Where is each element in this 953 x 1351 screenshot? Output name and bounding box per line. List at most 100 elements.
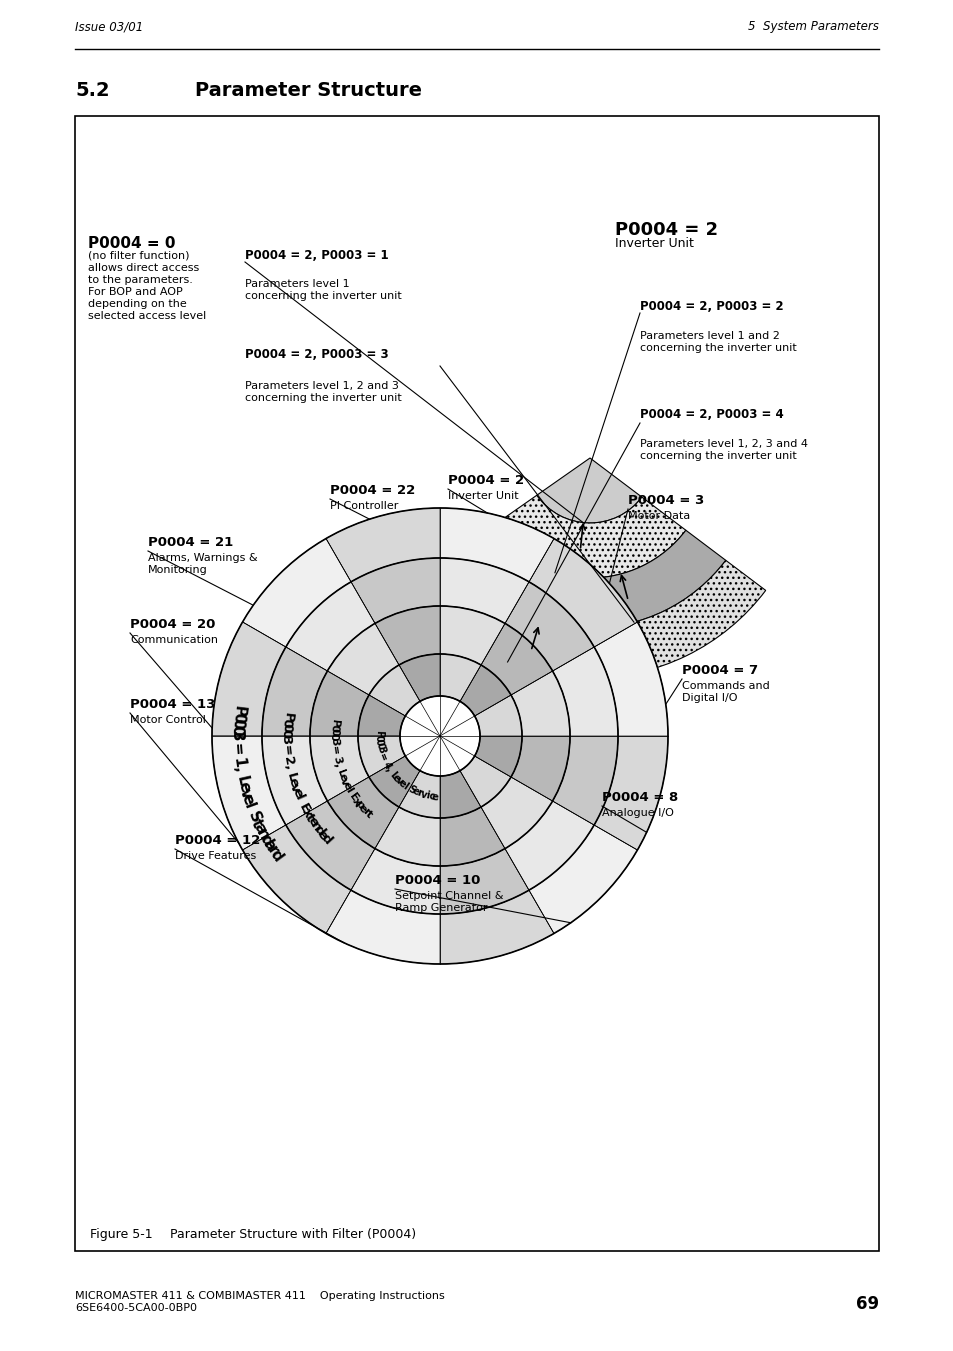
Wedge shape [286, 582, 375, 671]
Text: d: d [256, 831, 274, 848]
Wedge shape [398, 770, 439, 817]
Text: r: r [360, 807, 371, 817]
Text: P0004 = 3: P0004 = 3 [627, 494, 703, 507]
Wedge shape [439, 890, 554, 965]
Text: e: e [395, 778, 407, 789]
Text: t: t [302, 812, 316, 824]
Text: t: t [248, 816, 265, 830]
Text: 0: 0 [374, 738, 384, 746]
Wedge shape [439, 807, 504, 866]
Wedge shape [537, 458, 641, 523]
Wedge shape [375, 807, 439, 866]
Text: r: r [416, 788, 423, 798]
Wedge shape [286, 801, 375, 890]
Wedge shape [439, 770, 480, 817]
Wedge shape [310, 736, 369, 801]
Text: P0004 = 2, P0003 = 4: P0004 = 2, P0003 = 4 [639, 408, 783, 422]
Text: t: t [364, 809, 375, 820]
Wedge shape [410, 555, 765, 678]
Wedge shape [212, 621, 286, 736]
Text: a: a [251, 821, 268, 836]
Text: Figure 5-1: Figure 5-1 [90, 1228, 152, 1242]
Circle shape [399, 696, 479, 775]
Text: Parameter Structure: Parameter Structure [194, 81, 421, 100]
Text: r: r [264, 843, 280, 858]
Text: =: = [279, 744, 294, 757]
Text: d: d [311, 823, 327, 839]
Text: =: = [329, 746, 340, 757]
Text: 0: 0 [329, 728, 339, 736]
Wedge shape [552, 736, 618, 825]
Text: Commands and
Digital I/O: Commands and Digital I/O [681, 681, 769, 703]
Text: Motor Control: Motor Control [130, 715, 206, 725]
Text: 3: 3 [230, 731, 244, 742]
Text: v: v [236, 786, 253, 800]
Text: e: e [234, 781, 252, 794]
Wedge shape [369, 757, 419, 807]
Text: 5.2: 5.2 [75, 81, 110, 100]
Text: n: n [307, 819, 323, 835]
Text: 3: 3 [279, 735, 293, 744]
Text: Parameters level 1: Parameters level 1 [245, 280, 349, 289]
Text: 1: 1 [231, 757, 247, 769]
Text: n: n [253, 825, 272, 843]
Wedge shape [357, 736, 405, 777]
Wedge shape [475, 694, 521, 736]
Text: 0: 0 [329, 724, 339, 732]
Wedge shape [459, 665, 511, 716]
Wedge shape [529, 825, 637, 934]
Text: P0004 = 22: P0004 = 22 [330, 484, 415, 497]
Text: 0: 0 [230, 712, 246, 724]
Text: P: P [280, 712, 294, 723]
Text: selected access level: selected access level [88, 311, 206, 322]
Wedge shape [459, 757, 511, 807]
Text: P: P [329, 719, 340, 728]
Wedge shape [475, 736, 521, 777]
Wedge shape [375, 607, 439, 665]
Wedge shape [552, 647, 618, 736]
Text: depending on the: depending on the [88, 299, 187, 309]
Text: concerning the inverter unit: concerning the inverter unit [639, 343, 796, 353]
Text: S: S [406, 784, 417, 796]
Text: e: e [304, 815, 320, 830]
Text: Inverter Unit: Inverter Unit [448, 490, 518, 501]
Text: a: a [259, 838, 278, 854]
Text: P0004 = 2: P0004 = 2 [615, 222, 718, 239]
Text: v: v [393, 775, 404, 786]
Wedge shape [504, 801, 594, 890]
Text: P0004 = 21: P0004 = 21 [148, 536, 233, 549]
Text: P0004 = 7: P0004 = 7 [681, 663, 758, 677]
Text: e: e [336, 773, 348, 784]
Text: l: l [343, 786, 354, 794]
Text: P0004 = 2, P0003 = 2: P0004 = 2, P0003 = 2 [639, 300, 782, 313]
Text: Alarms, Warnings &
Monitoring: Alarms, Warnings & Monitoring [148, 553, 257, 574]
Wedge shape [491, 496, 685, 578]
Text: (no filter function): (no filter function) [88, 251, 190, 261]
Text: Setpoint Channel &
Ramp Generator: Setpoint Channel & Ramp Generator [395, 892, 503, 912]
Text: Issue 03/01: Issue 03/01 [75, 20, 143, 32]
Text: ,: , [383, 765, 394, 773]
Bar [75, 116, 878, 1251]
Wedge shape [242, 825, 351, 934]
Text: P: P [374, 730, 384, 738]
Text: e: e [289, 786, 304, 800]
Text: v: v [418, 789, 428, 800]
Wedge shape [480, 623, 552, 694]
Wedge shape [511, 736, 569, 801]
Text: allows direct access: allows direct access [88, 263, 199, 273]
Wedge shape [326, 508, 439, 582]
Text: 5  System Parameters: 5 System Parameters [747, 20, 878, 32]
Text: ,: , [232, 765, 247, 773]
Text: P0004 = 20: P0004 = 20 [130, 617, 215, 631]
Text: e: e [390, 773, 401, 784]
Text: x: x [350, 796, 362, 808]
Wedge shape [357, 694, 405, 736]
Text: concerning the inverter unit: concerning the inverter unit [639, 451, 796, 461]
Text: 69: 69 [855, 1296, 878, 1313]
Text: e: e [314, 828, 330, 843]
Wedge shape [310, 671, 369, 736]
Wedge shape [439, 848, 529, 915]
Wedge shape [327, 623, 398, 694]
Text: Parameter Structure with Filter (P0004): Parameter Structure with Filter (P0004) [170, 1228, 416, 1242]
Text: p: p [353, 798, 366, 812]
